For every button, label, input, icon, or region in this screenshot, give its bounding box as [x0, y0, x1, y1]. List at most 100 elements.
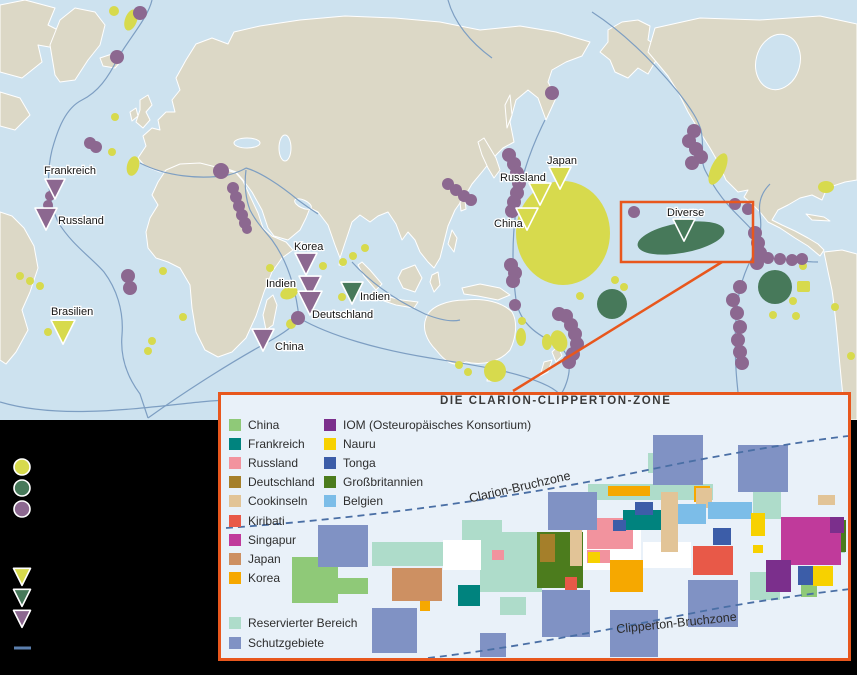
purple-deposit [733, 320, 747, 334]
map-country-label: Indien [266, 278, 296, 290]
legend-label: Korea [248, 570, 281, 585]
sea-black [233, 137, 261, 149]
yellow-deposit [349, 252, 357, 260]
yellow-deposit-blob [280, 286, 298, 300]
purple-deposit [242, 224, 252, 234]
claim-block-nauru [753, 545, 763, 553]
legend-item: Großbritannien [324, 475, 423, 489]
yellow-deposit [576, 292, 584, 300]
legend-circle-symbol [13, 479, 31, 497]
legend-item: Belgien [324, 494, 383, 508]
big-yellow-deposit [516, 181, 610, 285]
legend-circle-symbol [13, 458, 31, 476]
purple-deposit [733, 280, 747, 294]
protected-area-square [610, 610, 658, 657]
yellow-deposit [159, 267, 167, 275]
purple-deposit [121, 269, 135, 283]
yellow-deposit [769, 311, 777, 319]
legend-swatch-japan [229, 552, 241, 565]
legend-circle-symbol [13, 500, 31, 518]
claim-block-korea [608, 486, 650, 496]
yellow-deposit [44, 328, 52, 336]
legend-label: Japan [248, 551, 281, 566]
ccz-inset-panel: DIE CLARION-CLIPPERTON-ZONE Clarion-Bruc… [218, 392, 851, 661]
yellow-deposit [789, 297, 797, 305]
yellow-deposit [16, 272, 24, 280]
claim-block-japan [392, 568, 442, 601]
claim-block-nauru [751, 513, 765, 536]
legend-swatch-nauru [324, 438, 336, 451]
ccz-claims-layer [218, 392, 851, 661]
legend-triangle-symbol [12, 609, 32, 629]
legend-swatch-frankreich [229, 438, 241, 451]
purple-deposit [465, 194, 477, 206]
claim-block-tonga [713, 528, 731, 545]
sea-caspian [278, 134, 292, 162]
map-country-label: Japan [547, 155, 577, 167]
claim-block-china [338, 578, 368, 594]
continent-eurasia [137, 15, 591, 269]
purple-deposit [726, 293, 740, 307]
claim-block-belgien [708, 502, 752, 519]
island-sulawesi [429, 271, 441, 293]
yellow-deposit [455, 361, 463, 369]
claim-block-reserviert [480, 532, 542, 592]
legend-item: Russland [229, 456, 298, 470]
map-country-label: Indien [360, 291, 390, 303]
purple-license-triangle [251, 328, 275, 352]
legend-label: Belgien [343, 494, 384, 509]
protected-area-square [548, 492, 597, 530]
map-country-label: Frankreich [44, 165, 96, 177]
legend-label: Singapur [248, 532, 297, 547]
yellow-deposit [792, 312, 800, 320]
legend-swatch-schutz [229, 637, 241, 649]
legend-label: Deutschland [248, 475, 315, 490]
green-deposit [597, 289, 627, 319]
legend-swatch-china [229, 419, 241, 431]
legend-swatch-grossbritannien [324, 476, 336, 489]
yellow-deposit-blob [516, 328, 526, 346]
yellow-deposit [847, 352, 855, 360]
yellow-deposit [179, 313, 187, 321]
claim-block-russland [492, 550, 504, 560]
callout-rect [619, 200, 755, 264]
legend-label: IOM (Osteuropäisches Konsortium) [343, 418, 532, 432]
map-markers [16, 6, 855, 382]
island-new-guinea [461, 283, 511, 301]
bay-hudson [755, 33, 801, 91]
green-license-triangle [672, 218, 696, 242]
map-country-label: Russland [500, 172, 546, 184]
continent-south-america-left [0, 211, 39, 365]
protected-area-square [480, 633, 506, 657]
legend-swatch-russland [229, 457, 241, 470]
continent-north-america [647, 15, 857, 257]
purple-deposit [110, 50, 124, 64]
purple-deposit [213, 163, 229, 179]
map-country-label: Deutschland [312, 309, 373, 321]
claim-block-iom [766, 560, 791, 592]
island-philippines [447, 229, 458, 253]
yellow-deposit-blob [550, 330, 568, 352]
claim-block-frankreich [458, 585, 480, 606]
legend-label: Frankreich [248, 437, 305, 452]
green-deposit-ellipse [637, 221, 725, 255]
claim-block-white [443, 540, 481, 570]
yellow-deposit [620, 283, 628, 291]
protected-area-square [738, 445, 788, 492]
purple-license-triangle [44, 178, 66, 200]
claim-block-tonga [798, 566, 813, 585]
island-uk [135, 94, 153, 129]
purple-deposit [733, 345, 747, 359]
yellow-deposit-rect [797, 281, 810, 292]
legend-swatch-kiribati [229, 514, 241, 527]
yellow-deposit [36, 282, 44, 290]
yellow-deposit [144, 347, 152, 355]
purple-deposit [762, 252, 774, 264]
yellow-deposit [148, 337, 156, 345]
legend-item: IOM (Osteuropäisches Konsortium) [324, 418, 531, 432]
yellow-deposit [266, 264, 274, 272]
purple-deposit [735, 356, 749, 370]
legend-item: Frankreich [229, 437, 305, 451]
green-deposit [758, 270, 792, 304]
